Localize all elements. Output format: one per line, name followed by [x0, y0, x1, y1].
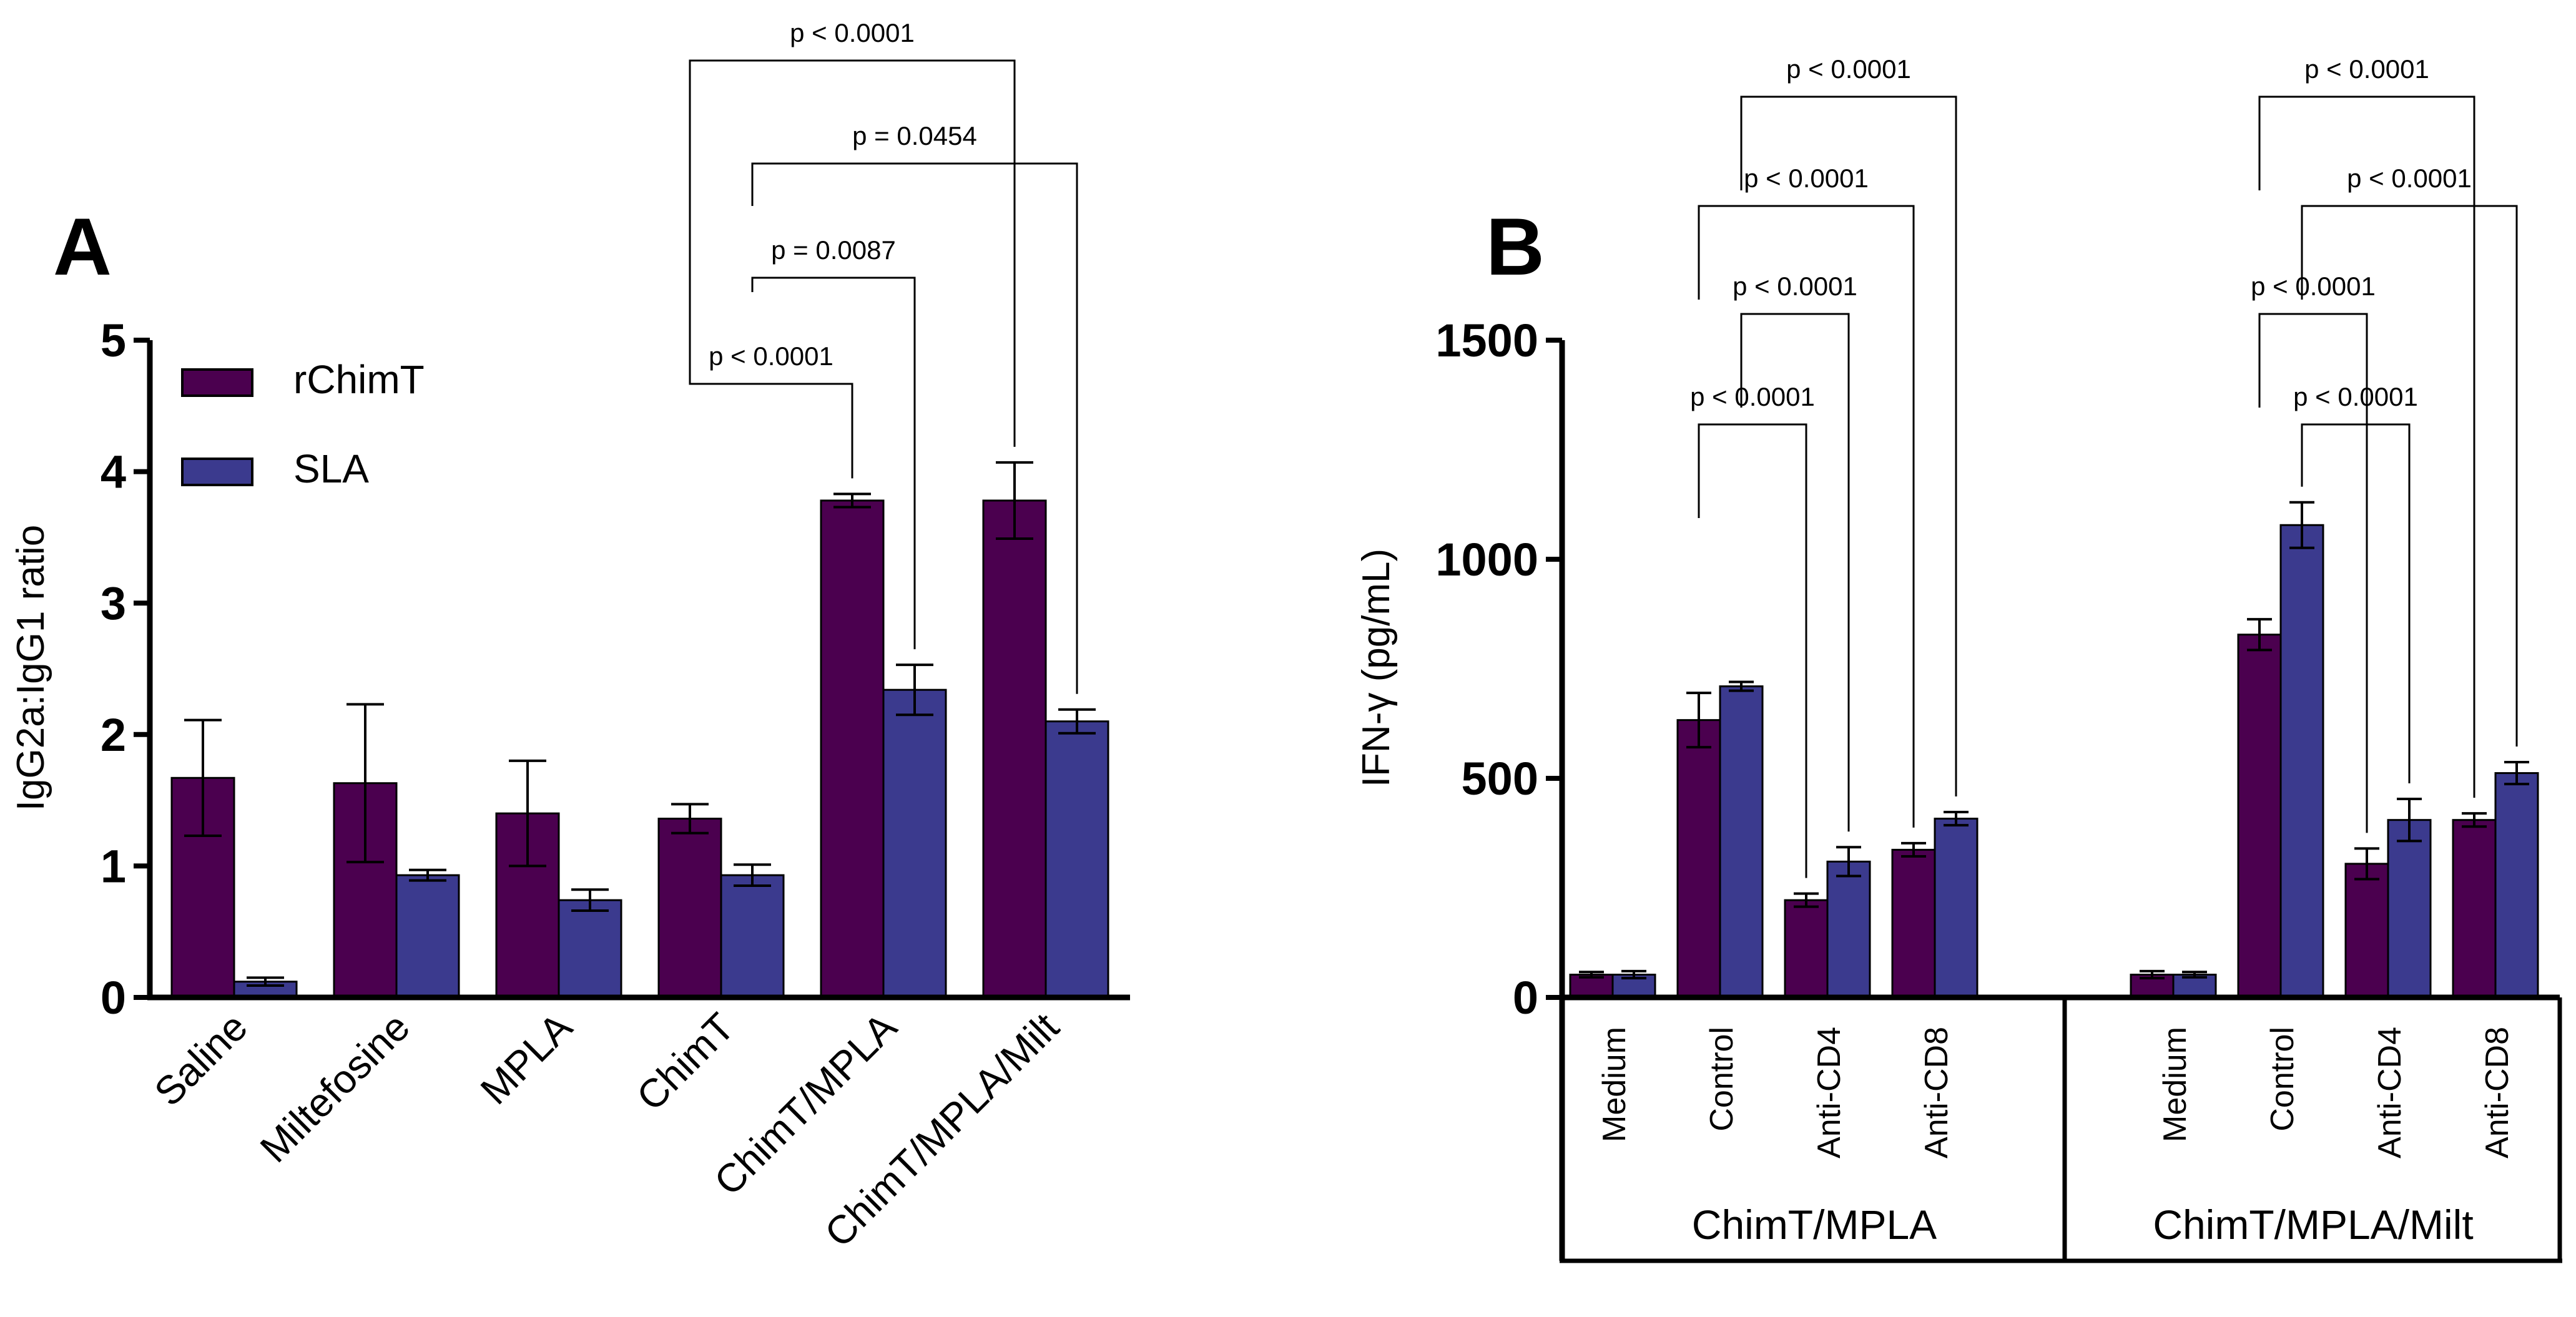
bar-sla-6: [2279, 524, 2324, 999]
panel-b-bracket-8-label: p < 0.0001: [2304, 54, 2429, 84]
bar-sla-3: [1826, 860, 1871, 999]
x-tick-label-anti-cd4-g2: Anti-CD4: [2372, 1027, 2408, 1158]
panel-b-y-tick-label-2: 500: [1462, 753, 1538, 805]
x-tick-label-medium-g1: Medium: [1596, 1027, 1633, 1142]
panel-b-bracket-6: [2258, 313, 2368, 833]
bar-sla-6: [1045, 720, 1109, 999]
panel-b-bracket-3: [1698, 205, 1915, 828]
panel-a-bracket-1: [689, 315, 853, 479]
panel-a-y-tick-label-5: 4: [101, 446, 126, 498]
panel-a-significance-brackets: p < 0.0001 p = 0.0087 p = 0.0454 p < 0.0001: [689, 18, 1078, 694]
panel-a-y-tick-label-4: 3: [101, 577, 126, 629]
panel-b: B IFN-γ (pg/mL) 0 500 1000 1500 Medium Contr…: [1355, 54, 2562, 1263]
x-tick-label-control-g2: Control: [2264, 1027, 2301, 1132]
x-tick-label-medium-g2: Medium: [2157, 1027, 2193, 1142]
bar-sla-5: [882, 688, 947, 999]
x-tick-label-anti-cd8-g2: Anti-CD8: [2479, 1027, 2515, 1158]
panel-a-marks: [170, 461, 1109, 999]
panel-b-bracket-1: [1698, 423, 1807, 878]
panel-b-bracket-7: [2301, 205, 2518, 747]
bar-rchimt-6: [2237, 634, 2282, 999]
legend-swatch-rchimt: [181, 368, 253, 397]
panel-a-bracket-4-label: p < 0.0001: [790, 18, 915, 47]
bar-rchimt-2: [1676, 719, 1721, 999]
panel-a-bracket-2: [751, 277, 916, 650]
panel-b-y-ticks: 0 500 1000 1500: [1435, 315, 1562, 1024]
panel-a-y-tick-label-1: 0: [101, 972, 126, 1024]
panel-a-y-tick-label-2: 1: [101, 840, 126, 892]
bar-rchimt-8: [2452, 819, 2497, 999]
bar-sla-7: [2387, 819, 2432, 999]
panel-b-bracket-8: [2258, 95, 2475, 798]
bar-sla-3: [558, 899, 622, 999]
panel-b-bracket-4-label: p < 0.0001: [1786, 54, 1911, 84]
panel-b-y-tick-label-1: 0: [1513, 972, 1538, 1024]
panel-b-significance-brackets: p < 0.0001 p < 0.0001 p < 0.0001 p < 0.0001…: [1690, 54, 2518, 878]
panel-b-bracket-6-label: p < 0.0001: [2251, 272, 2376, 301]
bar-rchimt-3: [1784, 899, 1829, 999]
panel-b-bracket-5: [2301, 423, 2411, 783]
panel-b-marks: [1569, 501, 2539, 999]
x-tick-label-anti-cd8-g1: Anti-CD8: [1919, 1027, 1955, 1158]
panel-b-bracket-2: [1740, 313, 1850, 832]
panel-a-bracket-1-label: p < 0.0001: [709, 341, 833, 371]
bar-sla-8: [2494, 772, 2539, 999]
bar-sla-2: [395, 874, 460, 999]
panel-b-y-tick-label-3: 1000: [1435, 534, 1538, 585]
panel-a-label: A: [53, 201, 112, 292]
panel-a-bracket-2-label: p = 0.0087: [771, 235, 896, 265]
panel-b-bracket-7-label: p < 0.0001: [2347, 164, 2472, 193]
panel-a-y-tick-label-6: 5: [101, 315, 126, 366]
x-tick-label-anti-cd4-g1: Anti-CD4: [1811, 1027, 1847, 1158]
panel-a-bracket-3: [751, 162, 1078, 694]
bar-sla-2: [1719, 685, 1764, 999]
group-label-chimt-mpla: ChimT/MPLA: [1692, 1202, 1937, 1248]
panel-a-y-ticks: 0 1 2 3 4 5: [101, 315, 150, 1024]
panel-a-bracket-4: [689, 59, 1016, 447]
panel-b-x-tick-labels: Medium Control Anti-CD4 Anti-CD8 Medium Contr…: [1596, 1027, 2515, 1158]
group-label-chimt-mpla-milt: ChimT/MPLA/Milt: [2153, 1202, 2473, 1248]
panel-b-bracket-3-label: p < 0.0001: [1744, 164, 1869, 193]
panel-b-bracket-2-label: p < 0.0001: [1733, 272, 1857, 301]
bar-sla-4: [1934, 818, 1979, 999]
panel-b-bracket-1-label: p < 0.0001: [1690, 382, 1815, 411]
panel-a-bracket-3-label: p = 0.0454: [852, 121, 977, 150]
legend-label-rchimt: rChimT: [293, 357, 425, 402]
panel-b-y-tick-label-4: 1500: [1435, 315, 1538, 366]
bar-sla-4: [720, 874, 785, 999]
bar-rchimt-4: [1891, 848, 1936, 999]
bar-rchimt-5: [820, 499, 885, 999]
bar-rchimt-6: [982, 499, 1047, 999]
bar-rchimt-4: [657, 818, 722, 999]
panel-b-bracket-5-label: p < 0.0001: [2293, 382, 2418, 411]
panel-b-y-axis-label: IFN-γ (pg/mL): [1355, 549, 1398, 787]
panel-a-y-tick-label-3: 2: [101, 709, 126, 761]
panel-a-y-axis-label: IgG2a:IgG1 ratio: [9, 525, 52, 811]
bar-rchimt-7: [2344, 863, 2389, 999]
legend-swatch-sla: [181, 458, 253, 486]
legend-label-sla: SLA: [293, 446, 369, 491]
panel-a-legend: rChimT SLA: [181, 357, 425, 491]
panel-b-label: B: [1486, 201, 1545, 292]
x-tick-label-control-g1: Control: [1704, 1027, 1740, 1132]
panel-b-bracket-4: [1740, 95, 1957, 797]
